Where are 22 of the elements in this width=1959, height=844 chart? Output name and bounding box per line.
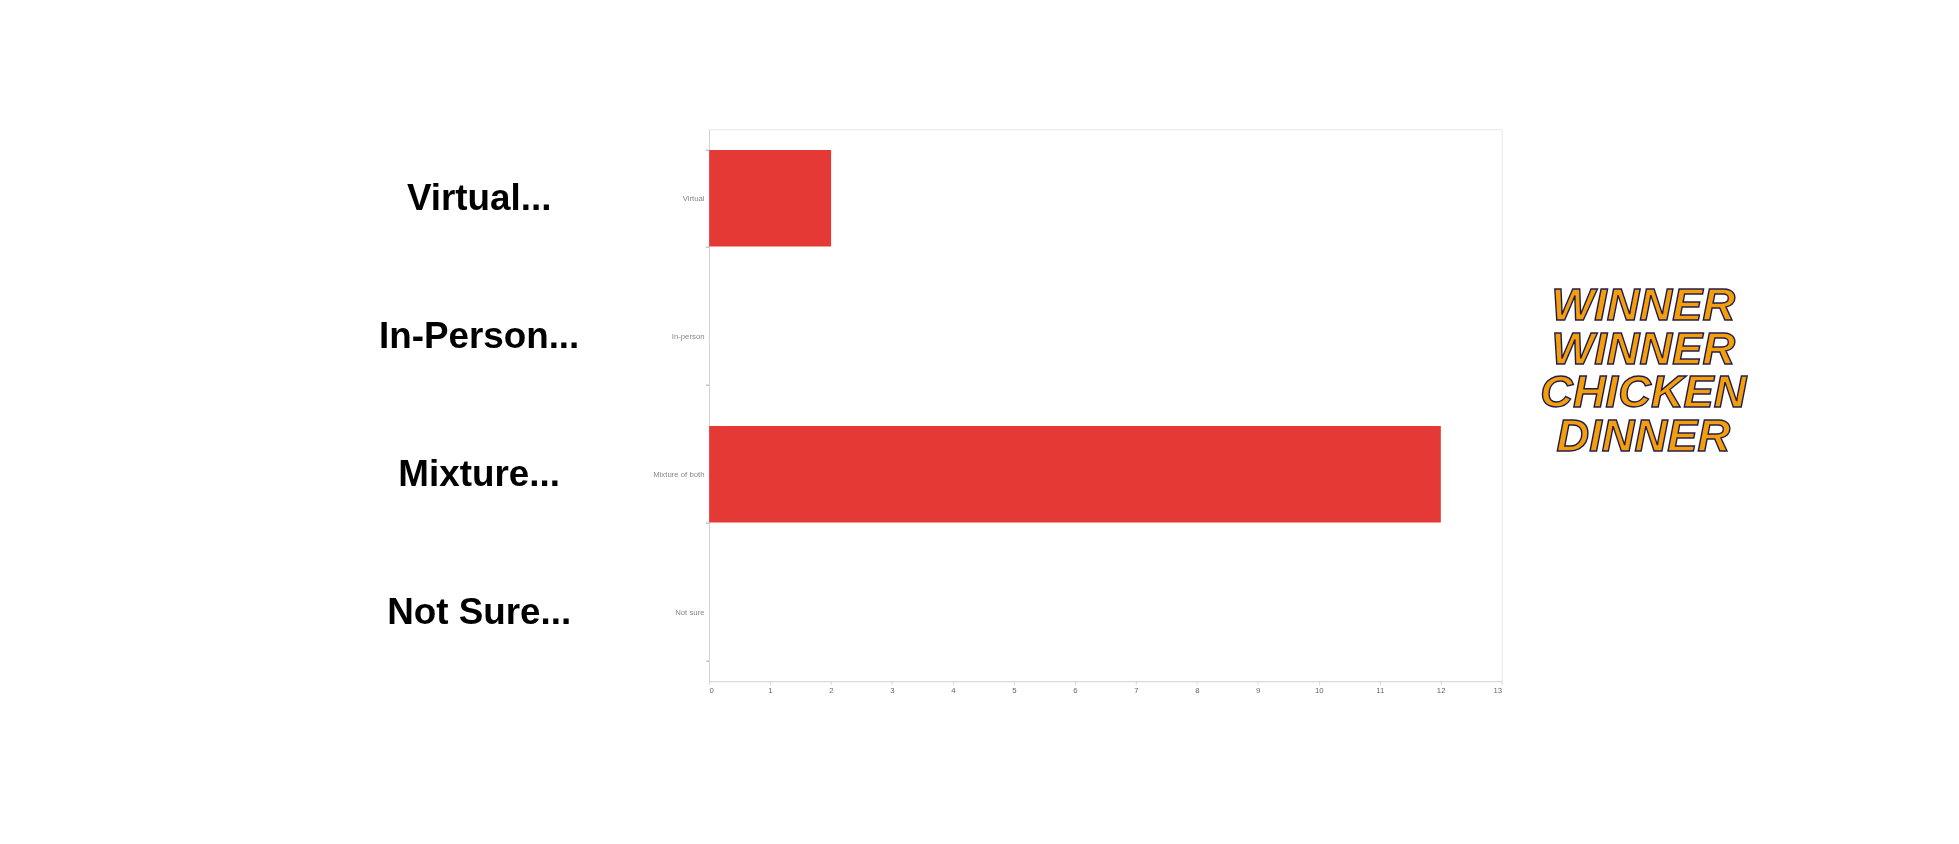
x-tick-label: 7 [1134,686,1139,696]
x-tick-label: 10 [1314,686,1325,696]
x-tick-label: 9 [1256,686,1261,696]
x-tick-label: 2 [829,686,834,696]
text: In-Person... [378,314,580,356]
x-tick-label: 6 [1073,686,1078,696]
x-tick-label: 11 [1376,686,1385,696]
x-tick-label: 13 [1493,686,1503,696]
x-tick-label: 5 [1012,686,1017,696]
x-tick-label: 0 [709,686,715,696]
x-tick-label: 1 [768,686,773,696]
y-tick-label: Mixture of both [653,469,705,479]
x-tick-label: 12 [1436,686,1446,696]
x-tick-label: 3 [890,686,895,696]
text: Mixture... [398,452,560,494]
x-tick-label: 8 [1195,686,1200,696]
y-tick-label: Not sure [675,607,705,617]
x-tick-label: 4 [951,686,957,696]
text: Virtual... [406,176,552,218]
y-tick-label: Virtual [682,193,705,203]
y-tick-label: In-person [671,331,705,341]
text: Not Sure... [387,590,572,632]
